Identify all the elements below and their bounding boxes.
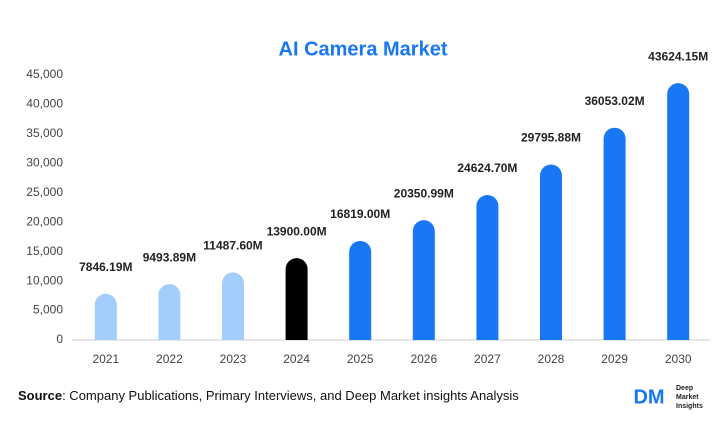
source-text: : Company Publications, Primary Intervie… bbox=[62, 388, 519, 403]
y-tick-label: 20,000 bbox=[26, 214, 63, 228]
y-tick-label: 45,000 bbox=[26, 67, 63, 81]
bar bbox=[667, 83, 690, 340]
y-tick-label: 35,000 bbox=[26, 126, 63, 140]
bar bbox=[285, 258, 308, 340]
y-tick-label: 0 bbox=[56, 332, 63, 346]
bar bbox=[222, 272, 244, 340]
x-tick-label: 2023 bbox=[220, 352, 247, 366]
logo-text: Market bbox=[676, 394, 699, 401]
x-tick-label: 2030 bbox=[665, 352, 692, 366]
y-tick-label: 10,000 bbox=[26, 273, 63, 287]
bar bbox=[412, 220, 435, 340]
bar bbox=[476, 194, 499, 340]
x-tick-label: 2024 bbox=[283, 352, 310, 366]
logo-text: Insights bbox=[676, 403, 703, 410]
x-tick-label: 2022 bbox=[156, 352, 183, 366]
value-label: 7846.19M bbox=[79, 260, 132, 274]
bar bbox=[540, 164, 562, 340]
logo-mark: DM bbox=[633, 386, 664, 408]
x-tick-label: 2028 bbox=[538, 352, 565, 366]
logo-text: Deep bbox=[676, 385, 693, 392]
value-label: 13900.00M bbox=[267, 224, 327, 238]
x-tick-label: 2025 bbox=[347, 352, 374, 366]
y-tick-label: 5,000 bbox=[33, 303, 63, 317]
x-tick-label: 2029 bbox=[601, 352, 628, 366]
x-tick-label: 2021 bbox=[92, 352, 119, 366]
y-tick-label: 40,000 bbox=[26, 97, 63, 111]
value-label: 11487.60M bbox=[203, 239, 262, 253]
bar bbox=[603, 127, 626, 340]
y-tick-label: 30,000 bbox=[26, 156, 63, 170]
bar bbox=[94, 293, 117, 340]
source-label-text: Source bbox=[18, 388, 62, 403]
chart-title: AI Camera Market bbox=[279, 38, 448, 60]
x-tick-label: 2027 bbox=[474, 352, 501, 366]
value-label: 43624.15M bbox=[648, 49, 708, 63]
y-tick-label: 25,000 bbox=[26, 185, 63, 199]
bar bbox=[349, 240, 372, 340]
value-label: 9493.89M bbox=[143, 250, 196, 264]
x-tick-label: 2026 bbox=[410, 352, 437, 366]
value-label: 36053.02M bbox=[585, 94, 645, 108]
value-label: 20350.99M bbox=[394, 186, 454, 200]
value-label: 16819.00M bbox=[330, 207, 390, 221]
bar bbox=[158, 284, 181, 340]
y-tick-label: 15,000 bbox=[26, 244, 63, 258]
source-label: Source: Company Publications, Primary In… bbox=[18, 388, 519, 403]
value-label: 24624.70M bbox=[457, 161, 517, 175]
value-label: 29795.88M bbox=[521, 131, 581, 145]
